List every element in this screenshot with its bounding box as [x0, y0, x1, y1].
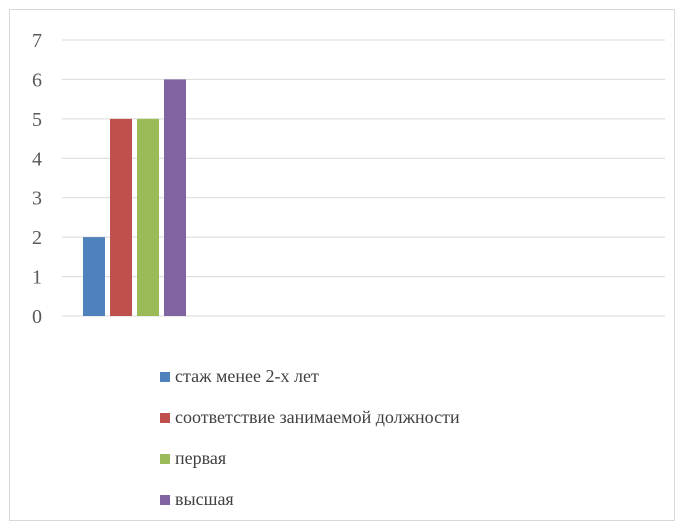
y-tick-label: 4	[32, 148, 42, 170]
legend-item: соответствие занимаемой должности	[160, 397, 460, 438]
legend-swatch	[160, 494, 170, 505]
legend-swatch	[160, 371, 170, 382]
bar	[164, 79, 186, 316]
legend-label: стаж менее 2-х лет	[175, 366, 319, 386]
legend-item: стаж менее 2-х лет	[160, 356, 460, 397]
y-tick-label: 6	[32, 69, 42, 91]
legend-swatch	[160, 453, 170, 464]
legend: стаж менее 2-х лет соответствие занимаемо…	[160, 356, 460, 520]
y-tick-label: 0	[32, 306, 42, 328]
bar	[137, 118, 159, 316]
legend-label: соответствие занимаемой должности	[175, 407, 460, 427]
gridlines	[62, 39, 665, 317]
legend-item: первая	[160, 438, 460, 479]
y-tick-label: 2	[32, 227, 42, 249]
bars	[83, 79, 186, 316]
legend-label: первая	[175, 448, 227, 468]
y-tick-label: 7	[32, 30, 42, 52]
y-tick-label: 3	[32, 188, 42, 210]
y-tick-label: 5	[32, 109, 42, 131]
legend-label: высшая	[175, 489, 234, 509]
bar	[83, 237, 105, 316]
legend-swatch	[160, 412, 170, 423]
y-axis-ticks: 0 1 2 3 4 5 6 7	[32, 30, 42, 328]
bar	[110, 118, 132, 316]
legend-item: высшая	[160, 479, 460, 520]
y-tick-label: 1	[32, 267, 42, 289]
